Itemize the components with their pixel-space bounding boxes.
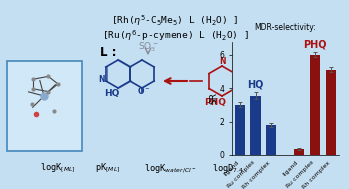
Text: HQ: HQ	[247, 80, 264, 90]
Y-axis label: SR: SR	[209, 92, 218, 104]
Text: logD$_{7.4}$: logD$_{7.4}$	[212, 162, 244, 175]
Text: N: N	[99, 75, 105, 84]
Text: MDR-selectivity:: MDR-selectivity:	[254, 22, 316, 32]
Bar	[7, 61, 82, 151]
Text: logK$_{water/Cl^-}$: logK$_{water/Cl^-}$	[144, 162, 196, 175]
Bar	[235, 105, 245, 155]
Text: N: N	[219, 57, 225, 66]
Bar	[310, 55, 320, 155]
Text: PHQ: PHQ	[303, 39, 327, 49]
Text: PHQ: PHQ	[204, 98, 226, 107]
Text: [Ru($\eta^6$-p-cymene) L (H$_2$O) ]: [Ru($\eta^6$-p-cymene) L (H$_2$O) ]	[102, 28, 248, 43]
Bar	[251, 96, 261, 155]
Text: O$^-$: O$^-$	[137, 85, 151, 96]
Text: L :: L :	[100, 46, 117, 59]
Bar	[294, 149, 304, 155]
Text: SO$_3^-$: SO$_3^-$	[138, 41, 158, 54]
Text: HQ: HQ	[104, 89, 120, 98]
Text: [Rh($\eta^5$-C$_5$Me$_5$) L (H$_2$O) ]: [Rh($\eta^5$-C$_5$Me$_5$) L (H$_2$O) ]	[111, 13, 239, 28]
Text: pK$_{[ML]}$: pK$_{[ML]}$	[95, 162, 121, 175]
Bar	[266, 125, 276, 155]
Bar	[326, 70, 336, 155]
Text: logK$_{[ML]}$: logK$_{[ML]}$	[40, 162, 76, 175]
